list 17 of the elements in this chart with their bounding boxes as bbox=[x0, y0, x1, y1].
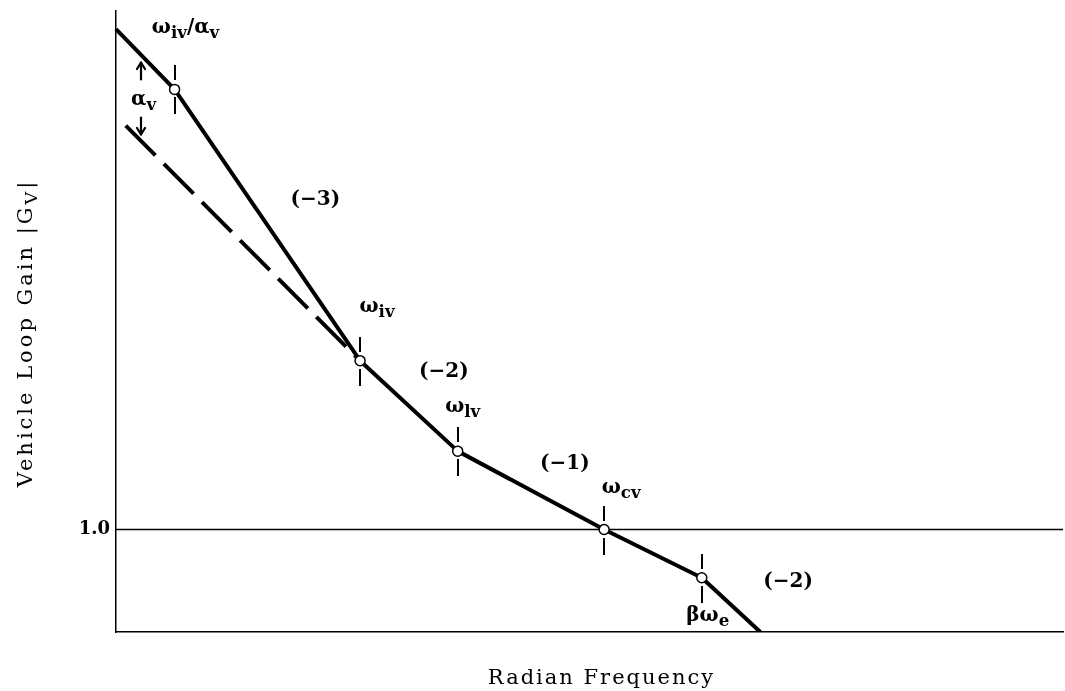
annotation: ω$_{iv}$/α$_{v}$ bbox=[151, 14, 220, 43]
point bbox=[451, 445, 464, 457]
point bbox=[598, 523, 610, 536]
text: 1.0 bbox=[78, 516, 110, 538]
annotation: (−2) bbox=[763, 567, 813, 592]
point bbox=[696, 571, 708, 584]
annotation: ω$_{lv}$ bbox=[445, 392, 481, 421]
x-axis-title: Radian Frequency bbox=[487, 664, 716, 689]
annotation: (−2) bbox=[419, 357, 469, 382]
annotation: βω$_{e}$ bbox=[686, 601, 730, 630]
annotation: ω$_{iv}$ bbox=[359, 292, 395, 321]
annotation: (−1) bbox=[540, 450, 590, 475]
annotation: α$_{v}$ bbox=[131, 86, 157, 115]
annotation: ω$_{cv}$ bbox=[601, 473, 641, 502]
point bbox=[354, 354, 366, 367]
annotation: (−3) bbox=[290, 186, 341, 211]
point bbox=[168, 83, 181, 96]
